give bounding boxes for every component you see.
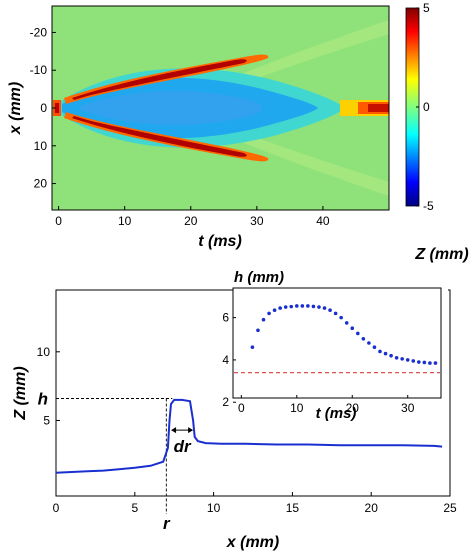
inset-point [306,304,310,308]
inset-point [278,306,282,310]
inset-point [378,349,382,354]
profile-x-tick-label: 20 [365,501,379,515]
profile-y-tick-label: 5 [43,413,50,427]
profile-x-tick-label: 5 [131,501,138,515]
inset-point [256,328,260,333]
inset-point [294,304,299,308]
inset-point [250,345,255,350]
heatmap-crest-upper-core [72,59,247,100]
inset-y-label: h (mm) [234,269,284,286]
inset-point [322,306,327,310]
colorbar-ticks: 5 0 -5 [416,1,434,213]
inset-point [344,321,349,325]
inset-point [300,304,305,308]
inset-point [283,305,288,309]
h-annotation: h [38,389,48,408]
inset-point [433,361,438,365]
heatmap-x-tick-label: 30 [250,214,264,228]
inset-point [428,361,432,365]
heatmap-x-label: t (ms) [198,233,242,250]
dr-arrow-head-left [171,427,177,434]
heatmap-y-tick-label: -20 [30,25,48,39]
inset-point [400,357,404,361]
inset-x-tick-label: 0 [238,401,245,415]
inset-point [311,304,316,309]
inset-point [405,358,410,362]
heatmap-y-tick-label: 0 [40,101,47,115]
dr-arrow-head-right [188,427,194,434]
inset-x-tick-label: 30 [401,401,415,415]
profile-panel: 0 5 10 15 20 25 5 10 x (mm) Z (mm) h r dr 0 10 20 30… [12,269,457,551]
heatmap-wake-upper [232,20,389,86]
dr-annotation: dr [174,437,192,456]
heatmap-y-tick-label: 20 [34,177,48,191]
profile-x-tick-label: 15 [286,501,300,515]
inset-x-tick-label: 20 [346,401,360,415]
inset-point [361,336,366,341]
inset-point [317,305,321,309]
inset-point [372,345,377,350]
inset-x-label: t (ms) [316,405,357,422]
inset-y-tick-label: 4 [222,353,229,367]
profile-y-tick-label: 10 [37,345,51,359]
heatmap-x-tick-label: 20 [184,214,198,228]
inset-point [272,308,277,313]
inset-point [394,356,399,360]
heatmap-x-tick-label: 0 [55,214,62,228]
colorbar-label: Z (mm) [414,246,468,263]
heatmap-x-tick-label: 10 [118,214,132,228]
inset-y-tick-label: 6 [222,311,229,325]
inset-point [411,359,416,363]
inset-point [333,311,338,316]
inset-point [267,311,271,316]
profile-series-line [55,398,443,474]
inset-ticks: 0 10 20 30 2 4 6 [222,311,414,415]
inset-point [417,360,421,364]
heatmap-x-tick-label: 40 [316,214,330,228]
heatmap-crest-lower-core [72,116,247,157]
inset-point [389,353,393,358]
inset-point [328,308,332,313]
inset-point [339,315,343,320]
colorbar-tick-label: 5 [423,1,430,15]
inset-point [422,360,427,365]
profile-y-label: Z (mm) [12,366,29,420]
heatmap-y-tick-label: 10 [34,139,48,153]
heatmap-cavity-inner [80,90,262,126]
inset-x-tick-label: 10 [290,401,304,415]
inset-point [383,351,388,356]
profile-annotations: h r dr [38,389,194,533]
profile-x-tick-label: 25 [443,501,457,515]
inset-frame [232,287,442,399]
inset-point [261,317,266,322]
heatmap-x-ticks: 0 10 20 30 40 [55,206,330,228]
inset-point [356,331,360,336]
inset-points [250,304,438,365]
profile-x-label: x (mm) [226,534,279,551]
profile-x-tick-label: 0 [53,501,60,515]
heatmap-y-ticks: -20 -10 0 10 20 [30,25,56,191]
heatmap-y-tick-label: -10 [30,63,48,77]
inset-point [350,326,355,330]
heatmap-panel: 0 10 20 30 40 -20 -10 0 10 20 t (ms) x (mm) 5 0 -5… [7,1,469,263]
colorbar-tick-label: 0 [423,100,430,114]
inset-y-tick-label: 2 [222,395,229,409]
colorbar-tick-label: -5 [423,199,434,213]
r-annotation: r [163,514,171,533]
heatmap-wake-lower [232,130,389,196]
profile-x-tick-label: 10 [207,501,221,515]
heatmap-y-label: x (mm) [7,82,24,135]
inset-point [367,341,371,345]
inset-point [289,304,294,309]
